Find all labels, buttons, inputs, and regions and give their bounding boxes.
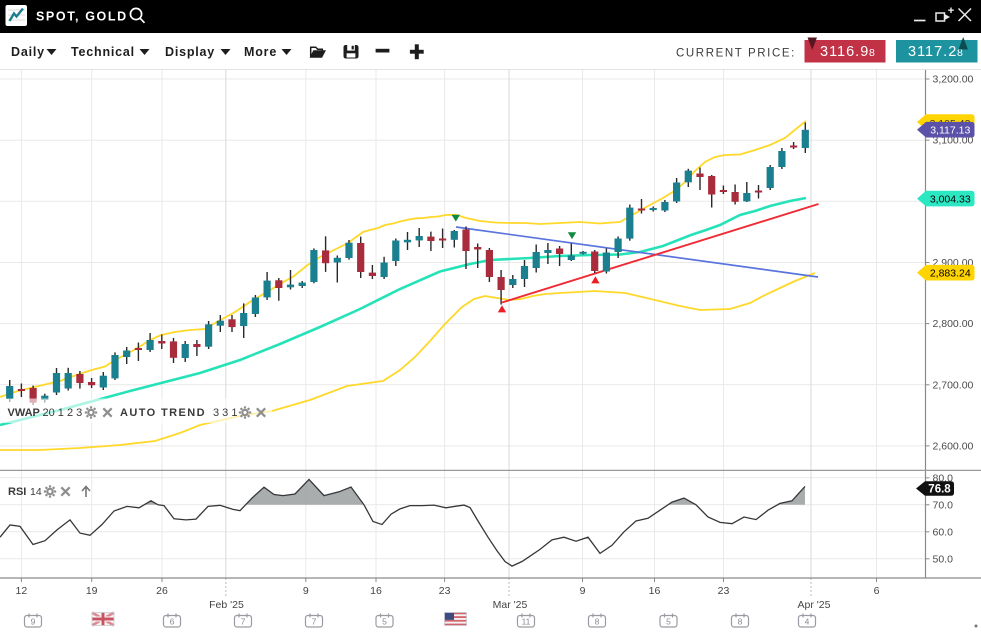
svg-text:6: 6	[874, 585, 880, 597]
svg-text:9: 9	[303, 585, 309, 597]
svg-text:23: 23	[439, 585, 451, 597]
svg-text:8: 8	[957, 47, 963, 59]
svg-text:23: 23	[718, 585, 730, 597]
svg-text:19: 19	[86, 585, 98, 597]
svg-text:RSI: RSI	[8, 486, 26, 498]
svg-text:7: 7	[241, 617, 246, 627]
svg-text:14: 14	[30, 486, 42, 498]
svg-text:26: 26	[156, 585, 168, 597]
svg-text:2,800.00: 2,800.00	[933, 318, 974, 330]
svg-text:3117.2: 3117.2	[908, 44, 957, 60]
svg-text:9: 9	[31, 617, 36, 627]
svg-text:Technical: Technical	[71, 45, 135, 59]
svg-text:Feb '25: Feb '25	[209, 599, 244, 611]
svg-text:12: 12	[16, 585, 28, 597]
svg-text:3,117.13: 3,117.13	[930, 125, 970, 137]
svg-text:5: 5	[382, 617, 387, 627]
svg-text:3116.9: 3116.9	[820, 44, 869, 60]
svg-text:CURRENT PRICE:: CURRENT PRICE:	[676, 48, 796, 60]
svg-text:SPOT, GOLD: SPOT, GOLD	[36, 10, 128, 24]
svg-text:AUTO TREND: AUTO TREND	[120, 407, 206, 419]
svg-text:3,100.00: 3,100.00	[933, 135, 974, 147]
svg-text:8: 8	[595, 617, 600, 627]
svg-text:8: 8	[869, 47, 875, 59]
svg-text:2,883.24: 2,883.24	[930, 268, 971, 280]
svg-text:60.0: 60.0	[933, 526, 954, 538]
svg-text:4: 4	[805, 617, 810, 627]
svg-text:3 3 1: 3 3 1	[213, 407, 237, 419]
svg-text:11: 11	[522, 617, 531, 627]
svg-text:3,004.33: 3,004.33	[930, 193, 971, 205]
svg-text:20 1 2 3: 20 1 2 3	[43, 407, 83, 419]
svg-text:16: 16	[649, 585, 661, 597]
svg-text:50.0: 50.0	[933, 553, 954, 565]
svg-text:Apr '25: Apr '25	[798, 599, 831, 611]
svg-text:16: 16	[370, 585, 382, 597]
svg-text:8: 8	[738, 617, 743, 627]
svg-text:6: 6	[170, 617, 175, 627]
svg-text:9: 9	[580, 585, 586, 597]
svg-text:2,600.00: 2,600.00	[933, 440, 974, 452]
svg-text:VWAP: VWAP	[8, 407, 40, 419]
svg-text:5: 5	[666, 617, 671, 627]
svg-text:76.8: 76.8	[928, 483, 951, 495]
svg-text:7: 7	[312, 617, 317, 627]
svg-text:Mar '25: Mar '25	[493, 599, 528, 611]
svg-text:3,200.00: 3,200.00	[933, 74, 974, 86]
svg-text:70.0: 70.0	[933, 499, 954, 511]
svg-text:Daily: Daily	[11, 45, 45, 59]
svg-text:Display: Display	[165, 45, 215, 59]
svg-text:More: More	[244, 45, 277, 59]
svg-text:2,700.00: 2,700.00	[933, 379, 974, 391]
